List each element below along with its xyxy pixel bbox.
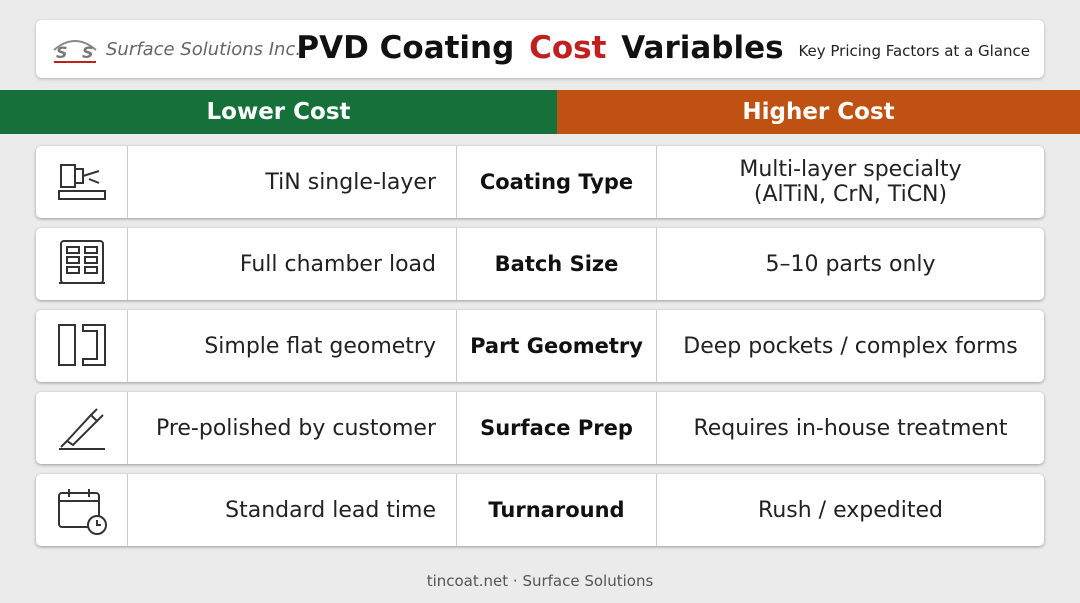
icon [57, 324, 106, 366]
lower-cost-cell: Simple flat geometry [127, 310, 456, 382]
higher-cost-text: Rush / expedited [758, 497, 943, 523]
higher-cost-text: Requires in-house treatment [693, 415, 1008, 441]
row-icon [36, 228, 127, 300]
lower-cost-cell: TiN single-layer [127, 146, 456, 218]
header: S S Surface Solutions Inc. PVD Coating C… [36, 20, 1044, 78]
lower-cost-cell: Full chamber load [127, 228, 456, 300]
lower-cost-cell: Pre-polished by customer [127, 392, 456, 464]
svg-text:S: S [56, 43, 68, 62]
table-row: Standard lead time Turnaround Rush / exped… [36, 474, 1044, 546]
factor-cell: Surface Prep [456, 392, 656, 464]
lower-cost-cell: Standard lead time [127, 474, 456, 546]
icon [57, 489, 107, 535]
lower-band: Lower Cost [0, 90, 557, 134]
higher-cost-text: Multi-layer specialty (AlTiN, CrN, TiCN) [739, 157, 962, 207]
row-icon [36, 392, 127, 464]
factor-cell: Batch Size [456, 228, 656, 300]
higher-cost-cell: Rush / expedited [656, 474, 1044, 546]
row-icon [36, 146, 127, 218]
higher-cost-cell: Multi-layer specialty (AlTiN, CrN, TiCN) [656, 146, 1044, 218]
factor-cell: Turnaround [456, 474, 656, 546]
logo-text: Surface Solutions Inc. [106, 38, 302, 60]
subtitle: Key Pricing Factors at a Glance [798, 42, 1030, 60]
higher-band: Higher Cost [557, 90, 1080, 134]
row-icon [36, 474, 127, 546]
title-accent: Cost [529, 30, 607, 66]
icon [58, 240, 105, 284]
table-row: Simple flat geometry Part Geometry Deep po… [36, 310, 1044, 382]
logo-icon: S S [53, 40, 97, 63]
table-row: Pre-polished by customer Surface Prep Requ… [36, 392, 1044, 464]
footer: tincoat.net · Surface Solutions [426, 572, 654, 590]
table-row: TiN single-layer Coating Type Multi-layer … [36, 146, 1044, 218]
title-part: Variables [621, 30, 784, 66]
higher-cost-cell: Requires in-house treatment [656, 392, 1044, 464]
higher-cost-cell: 5–10 parts only [656, 228, 1044, 300]
title: PVD Coating Cost Variables [36, 30, 1044, 66]
factor-cell: Part Geometry [456, 310, 656, 382]
icon [57, 164, 106, 200]
higher-cost-text: 5–10 parts only [765, 251, 936, 277]
title-part: PVD Coating [296, 30, 515, 66]
factor-cell: Coating Type [456, 146, 656, 218]
svg-text:S: S [82, 43, 94, 62]
higher-cost-text: Deep pockets / complex forms [683, 333, 1018, 359]
table-row: Full chamber load Batch Size 5–10 parts on… [36, 228, 1044, 300]
icon [58, 408, 105, 450]
row-icon [36, 310, 127, 382]
logo: S S Surface Solutions Inc. [50, 34, 301, 64]
higher-cost-cell: Deep pockets / complex forms [656, 310, 1044, 382]
